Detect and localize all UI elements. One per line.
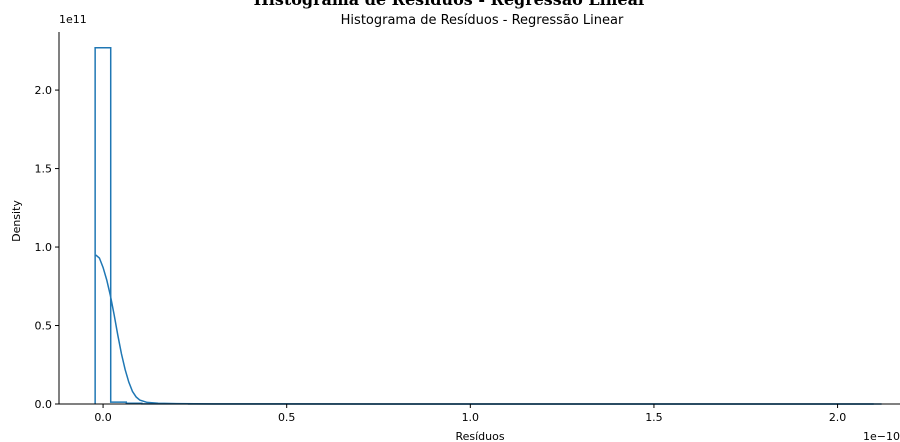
chart-title: Histograma de Resíduos - Regressão Linea… [341, 13, 624, 28]
x-tick-label: 2.0 [829, 411, 847, 424]
y-axis-label: Density [10, 200, 23, 242]
y-tick-label: 0.5 [35, 320, 53, 333]
plot-area: 0.0 0.5 1.0 1.5 2.0 0.0 0.5 1.0 1.5 2.0 [35, 32, 900, 424]
histogram-step [94, 46, 874, 405]
x-tick-label: 1.0 [462, 411, 480, 424]
y-tick-label: 1.5 [35, 163, 53, 176]
kde-line [95, 254, 882, 405]
y-tick-label: 0.0 [35, 398, 53, 411]
x-tick-label: 1.5 [645, 411, 663, 424]
y-tick-label: 1.0 [35, 241, 53, 254]
x-offset-label: 1e−10 [863, 430, 900, 442]
x-tick-label: 0.5 [278, 411, 296, 424]
x-axis-label: Resíduos [455, 430, 504, 442]
y-tick-label: 2.0 [35, 84, 53, 97]
x-tick-label: 0.0 [94, 411, 112, 424]
y-offset-label: 1e11 [59, 13, 87, 26]
clipped-heading: Histograma de Resíduos - Regressão Linea… [0, 0, 900, 9]
